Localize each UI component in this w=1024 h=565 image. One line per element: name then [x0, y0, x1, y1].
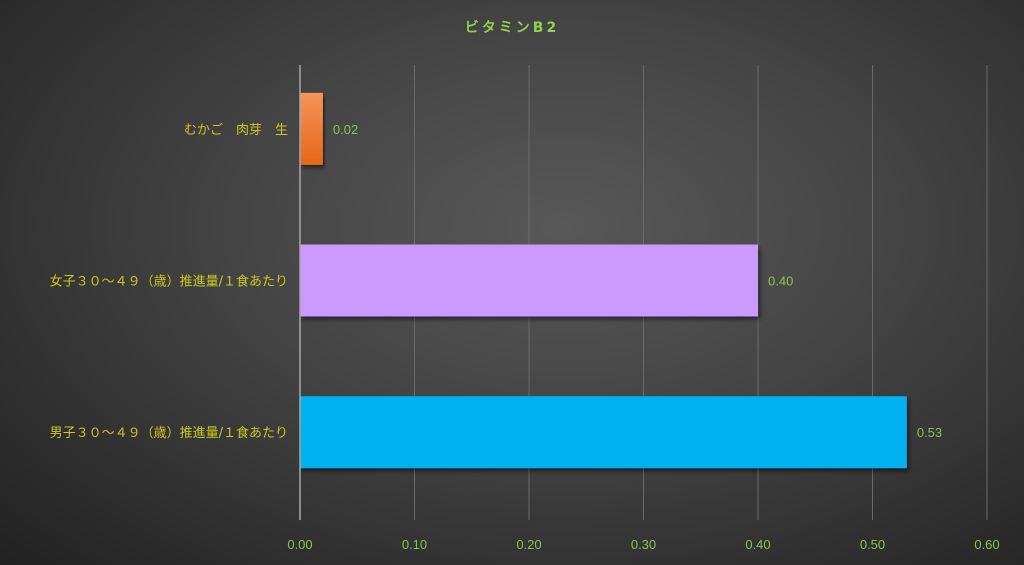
- x-tick-label: 0.40: [745, 537, 770, 552]
- x-tick-label: 0.30: [631, 537, 656, 552]
- data-label: 0.53: [917, 425, 942, 440]
- bar: [300, 92, 323, 165]
- category-label: むかご 肉芽 生: [184, 122, 288, 138]
- x-tick-label: 0.10: [402, 537, 427, 552]
- category-label: 女子３０～４９（歳）推進量/１食あたり: [50, 274, 288, 290]
- category-label: 男子３０～４９（歳）推進量/１食あたり: [50, 425, 288, 441]
- x-tick-label: 0.20: [516, 537, 541, 552]
- data-label: 0.02: [333, 122, 358, 137]
- bar: [300, 244, 758, 317]
- x-tick-label: 0.50: [860, 537, 885, 552]
- x-tick-label: 0.60: [974, 537, 999, 552]
- x-tick-label: 0.00: [287, 537, 312, 552]
- chart-title: ビタミンB2: [464, 20, 560, 36]
- data-label: 0.40: [768, 274, 793, 289]
- bar: [300, 396, 907, 469]
